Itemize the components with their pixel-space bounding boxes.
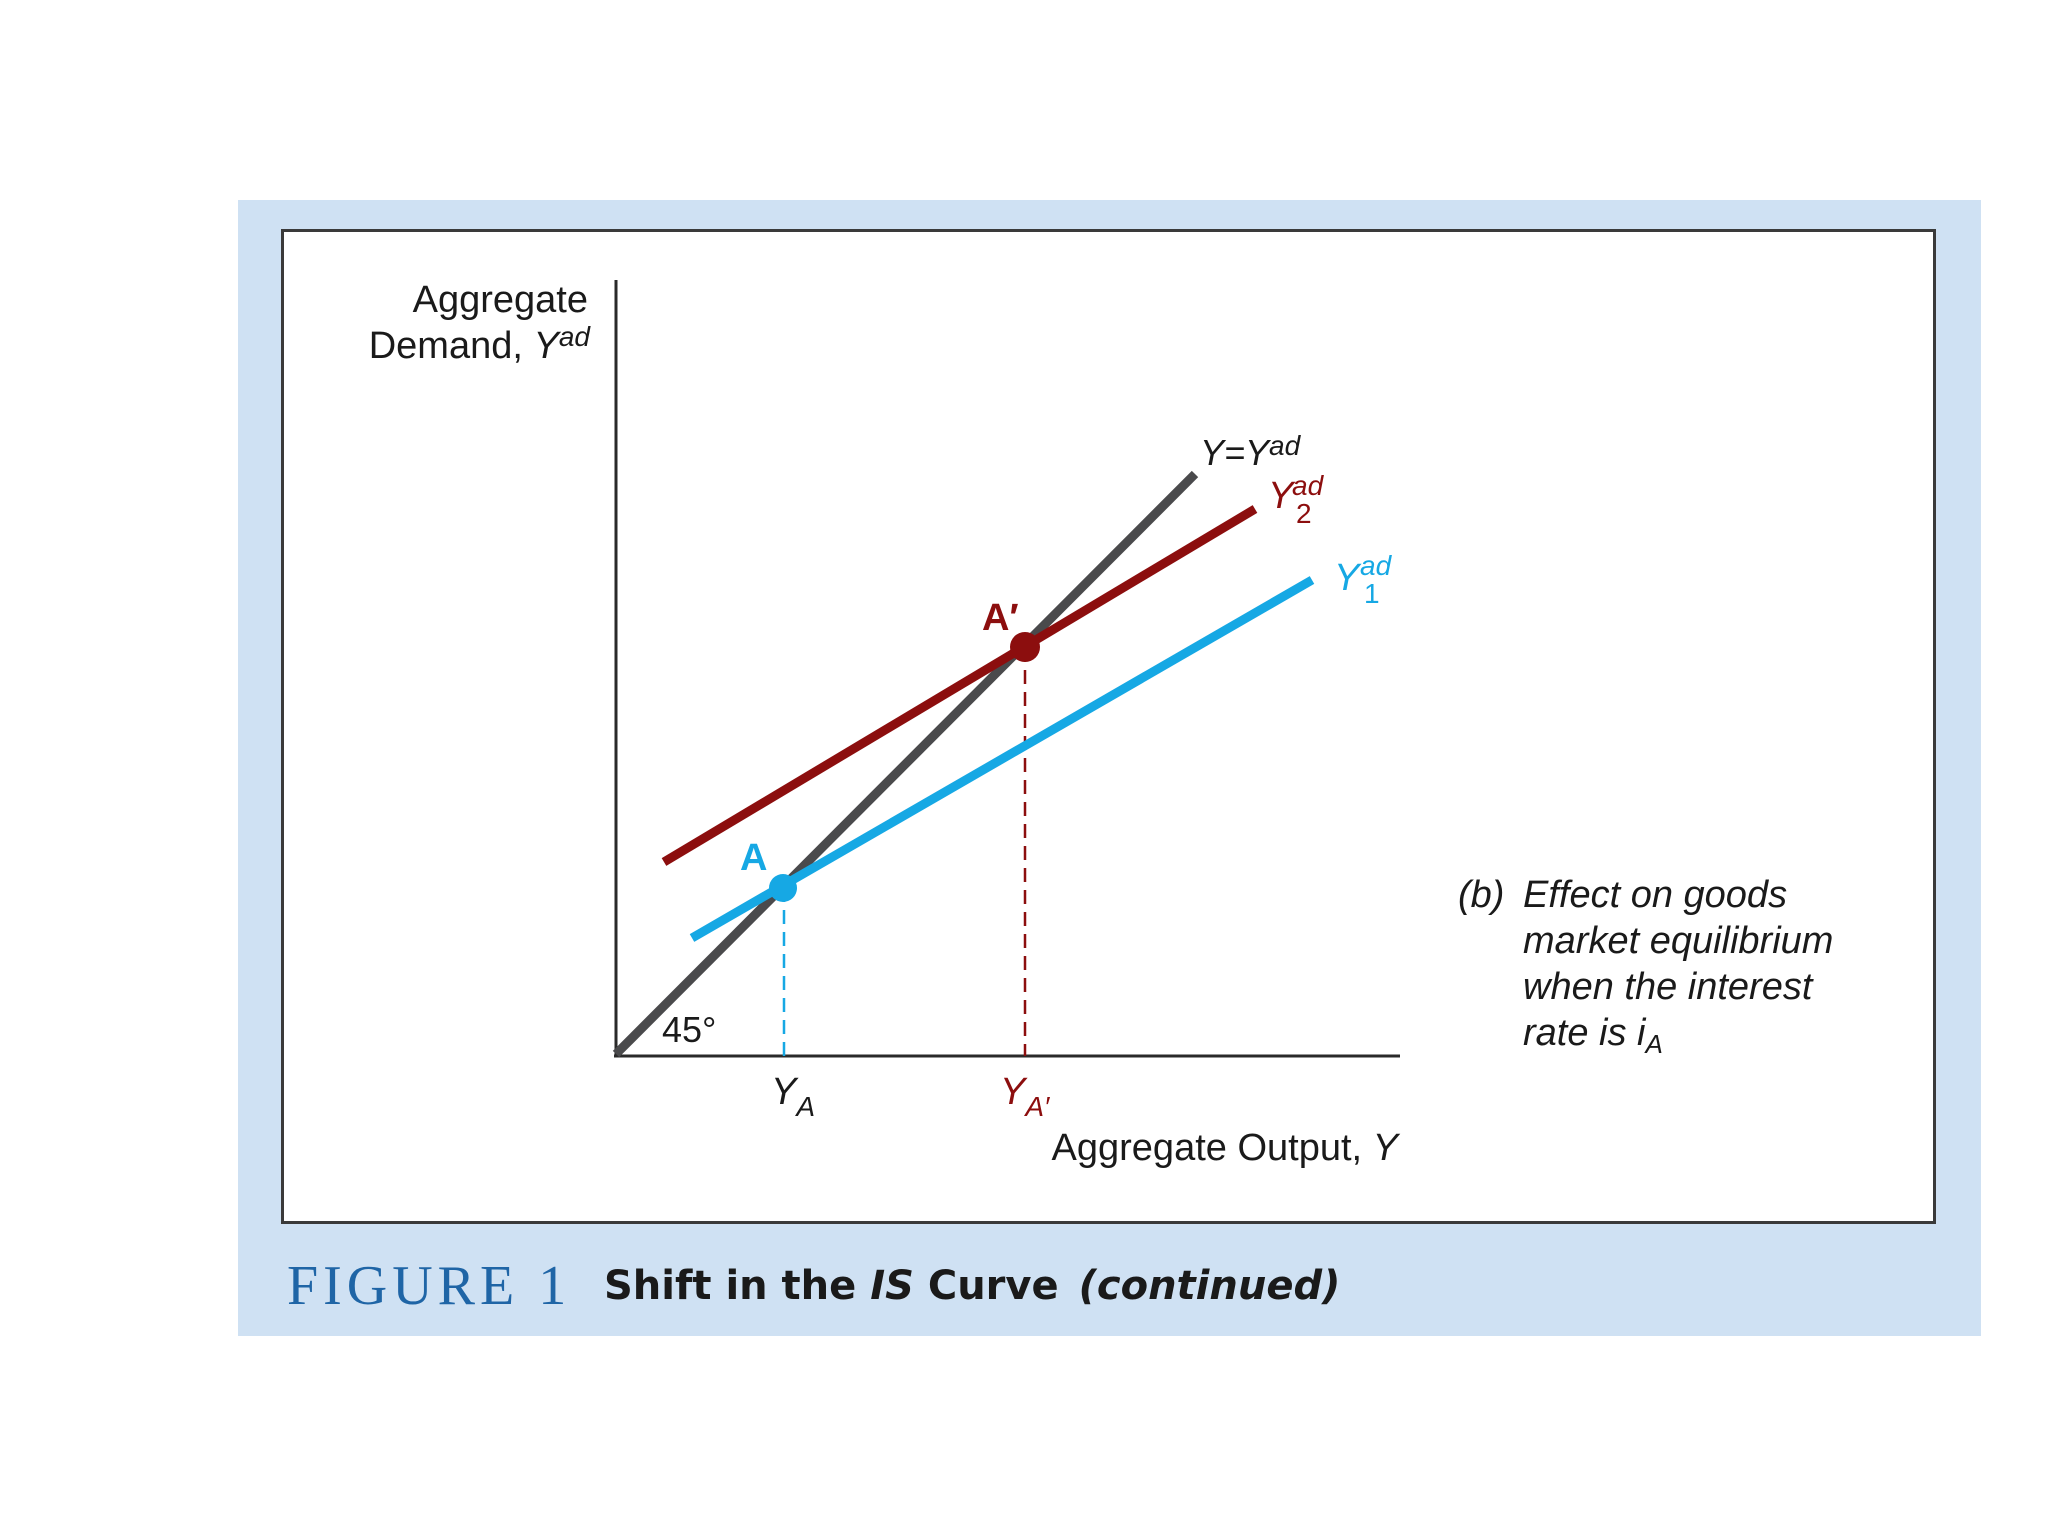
x-axis-label: Aggregate Output, Y [1052,1127,1401,1169]
tick-label-ya-prime: YA′ [1000,1071,1051,1122]
note-line-4-sub: A [1645,1029,1663,1059]
figure-title-is: IS [870,1263,914,1309]
angle-label: 45° [662,1009,716,1050]
diagram-frame [281,229,1936,1224]
y2-label-var: Y [1268,475,1296,517]
identity-label-sup: ad [1269,430,1302,461]
point-a-prime-label: A′ [982,597,1019,639]
y2-label-sub: 2 [1296,498,1312,529]
y-axis-label-sup: ad [559,321,592,352]
y-axis-label-var: Y [533,325,561,367]
note-line-3: when the interest [1523,966,1813,1008]
figure-title-suffix: Curve [913,1263,1059,1309]
x-axis-label-text: Aggregate Output, [1052,1127,1373,1169]
x-axis-label-var: Y [1373,1127,1401,1169]
y1-label-sub: 1 [1364,578,1380,609]
figure-title: Shift in the IS Curve (continued) [604,1266,1340,1306]
y1-label-sup: ad [1360,550,1393,581]
identity-line [612,470,1199,1058]
note-tag: (b) [1458,874,1505,916]
note-line-1: Effect on goods [1523,874,1788,916]
tick-ya-var: Y [771,1071,799,1113]
point-a-prime [1010,632,1040,662]
point-a [769,874,797,902]
tick-yaprime-sub: A′ [1023,1091,1051,1122]
y2-label-sup: ad [1292,470,1325,501]
tick-yaprime-var: Y [1000,1071,1028,1113]
panel-note: (b) Effect on goods market equilibrium w… [1458,872,1898,1067]
identity-line-label: Y=Yad [1200,430,1302,473]
y2-ad-line [661,505,1258,866]
y-axis-label-text: Demand, [369,325,534,367]
figure-title-continued: (continued) [1078,1263,1341,1309]
figure-number: FIGURE 1 [287,1255,572,1317]
note-line-2: market equilibrium [1523,920,1834,962]
identity-label-main: Y=Y [1200,432,1272,473]
tick-ya-sub: A [794,1091,815,1122]
figure-title-prefix: Shift in the [604,1263,871,1309]
y-axis-label-line1: Aggregate [413,279,588,321]
note-line-4-var: i [1637,1012,1646,1054]
y1-label-var: Y [1334,557,1362,599]
note-line-4-prefix: rate is [1523,1012,1638,1054]
point-a-label: A [740,837,767,879]
y1-ad-line [689,576,1315,942]
tick-label-ya: YA [771,1071,815,1122]
note-line-4: rate is iA [1523,1010,1898,1067]
y-axis-label-line2: Demand, Yad [369,321,592,367]
